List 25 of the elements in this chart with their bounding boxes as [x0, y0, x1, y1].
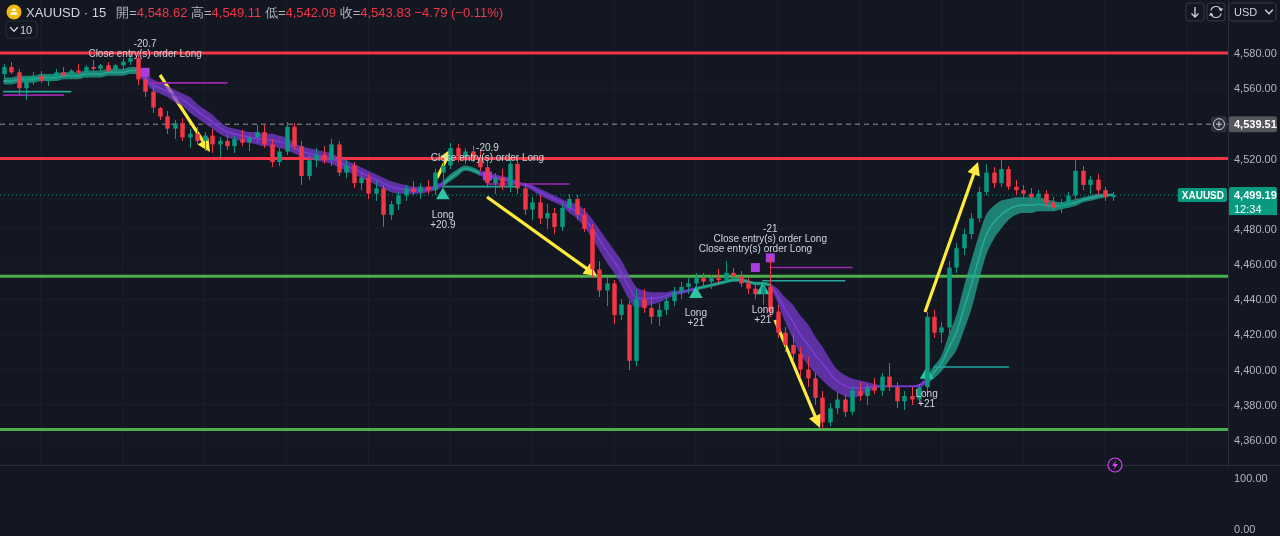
annotation: Long +21 — [684, 307, 707, 329]
annotation: 10 — [20, 23, 33, 36]
annotation: XAUUSD — [1181, 189, 1224, 201]
y-tick-label: 4,480.00 — [1234, 222, 1277, 235]
y-tick-label: 4,360.00 — [1234, 433, 1277, 446]
y-tick-label: 4,460.00 — [1234, 258, 1277, 271]
chart-subtitle: 開=4,548.62 高=4,549.11 低=4,542.09 收=4,543.83 −4.79 (−0.11%) — [116, 4, 504, 20]
annotation: -21 Close entry(s) order Long — [713, 223, 827, 245]
y-tick-label: 4,520.00 — [1234, 152, 1277, 165]
y-tick-label: 4,380.00 — [1234, 398, 1277, 411]
y-tick-label: 4,580.00 — [1234, 46, 1277, 59]
y-tick-label: 4,400.00 — [1234, 363, 1277, 376]
ref-line-label: 4,539.51 — [1234, 118, 1277, 131]
y-tick-label: 4,420.00 — [1234, 328, 1277, 341]
text: 100.00 — [1234, 472, 1268, 484]
y-tick-label: 4,560.00 — [1234, 82, 1277, 95]
ref-line-label: 4,499.19 — [1234, 189, 1277, 202]
annotation: -20.7 Close entry(s) order Long — [88, 37, 202, 59]
y-tick-label: 4,440.00 — [1234, 293, 1277, 306]
chart-title: XAUUSD · 15 — [26, 4, 107, 20]
text: USD — [1234, 6, 1258, 18]
text: 12:34 — [1234, 202, 1262, 215]
text: 0.00 — [1234, 523, 1256, 535]
annotation: Close entry(s) order Long — [698, 243, 813, 255]
annotation: Long +20.9 — [430, 208, 456, 230]
